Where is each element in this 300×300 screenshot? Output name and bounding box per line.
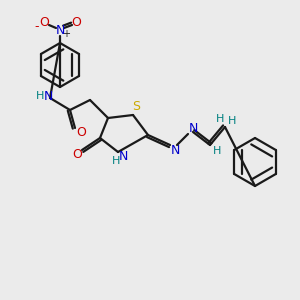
Text: -: - (35, 20, 39, 34)
Text: H: H (216, 114, 224, 124)
Text: N: N (188, 122, 198, 136)
Text: O: O (39, 16, 49, 29)
Text: H: H (36, 91, 44, 101)
Text: N: N (43, 89, 53, 103)
Text: N: N (118, 151, 128, 164)
Text: O: O (71, 16, 81, 29)
Text: H: H (228, 116, 236, 126)
Text: +: + (62, 29, 70, 39)
Text: N: N (170, 143, 180, 157)
Text: H: H (213, 146, 221, 156)
Text: N: N (55, 25, 65, 38)
Text: O: O (72, 148, 82, 160)
Text: H: H (112, 156, 120, 166)
Text: O: O (76, 127, 86, 140)
Text: S: S (132, 100, 140, 112)
